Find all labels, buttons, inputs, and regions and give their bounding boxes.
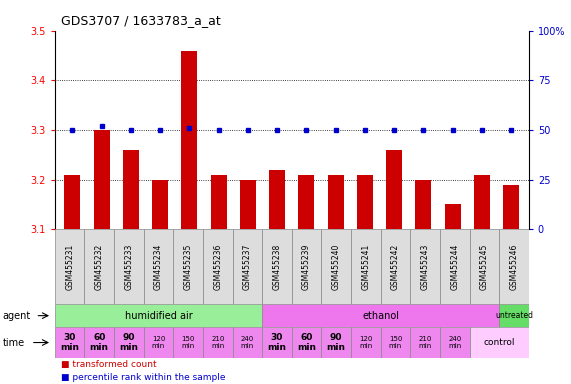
Text: GSM455242: GSM455242 [391, 243, 400, 290]
Bar [203, 327, 232, 358]
Text: 90
min: 90 min [119, 333, 138, 352]
Text: humidified air: humidified air [124, 311, 192, 321]
Bar [499, 229, 529, 304]
Text: GSM455238: GSM455238 [272, 243, 282, 290]
Bar [292, 327, 321, 358]
Bar [469, 327, 529, 358]
Bar [410, 229, 440, 304]
Text: 240
min: 240 min [241, 336, 254, 349]
Bar [386, 150, 402, 384]
Text: GSM455245: GSM455245 [480, 243, 489, 290]
Bar [85, 229, 114, 304]
Text: ethanol: ethanol [362, 311, 399, 321]
Text: 60
min: 60 min [90, 333, 108, 352]
Text: 90
min: 90 min [327, 333, 345, 352]
Bar [182, 51, 198, 384]
Text: agent: agent [3, 311, 31, 321]
Bar [174, 327, 203, 358]
Text: GSM455235: GSM455235 [184, 243, 192, 290]
Bar [94, 130, 110, 384]
Text: GSM455233: GSM455233 [124, 243, 134, 290]
Bar [503, 185, 519, 384]
Bar [381, 327, 410, 358]
Bar [381, 229, 410, 304]
Text: time: time [3, 338, 25, 348]
Text: GSM455246: GSM455246 [509, 243, 518, 290]
Bar [114, 327, 144, 358]
Text: 60
min: 60 min [297, 333, 316, 352]
Bar [232, 327, 262, 358]
Bar [351, 327, 381, 358]
Bar [144, 229, 174, 304]
Bar [328, 175, 344, 384]
Bar [240, 180, 256, 384]
Text: 150
min: 150 min [389, 336, 402, 349]
Bar [174, 229, 203, 304]
Bar [211, 175, 227, 384]
Bar [262, 229, 292, 304]
Bar [357, 175, 373, 384]
Bar [232, 229, 262, 304]
Text: GDS3707 / 1633783_a_at: GDS3707 / 1633783_a_at [61, 14, 220, 27]
Text: GSM455232: GSM455232 [95, 243, 104, 290]
Bar [499, 304, 529, 327]
Bar [65, 175, 81, 384]
Bar [144, 327, 174, 358]
Bar [85, 327, 114, 358]
Bar [440, 229, 469, 304]
Bar [351, 229, 381, 304]
Bar [474, 175, 490, 384]
Text: 210
min: 210 min [211, 336, 224, 349]
Bar [292, 229, 321, 304]
Text: GSM455244: GSM455244 [450, 243, 459, 290]
Bar [203, 229, 232, 304]
Bar [410, 327, 440, 358]
Bar [262, 304, 499, 327]
Text: 30
min: 30 min [60, 333, 79, 352]
Bar [55, 229, 85, 304]
Bar [321, 229, 351, 304]
Bar [440, 327, 469, 358]
Text: ■ transformed count: ■ transformed count [61, 360, 156, 369]
Bar [152, 180, 168, 384]
Text: 150
min: 150 min [182, 336, 195, 349]
Text: ■ percentile rank within the sample: ■ percentile rank within the sample [61, 373, 225, 382]
Bar [445, 204, 461, 384]
Bar [469, 229, 499, 304]
Text: untreated: untreated [495, 311, 533, 320]
Bar [114, 229, 144, 304]
Bar [123, 150, 139, 384]
Text: GSM455241: GSM455241 [361, 243, 371, 290]
Text: GSM455237: GSM455237 [243, 243, 252, 290]
Bar [415, 180, 432, 384]
Bar [55, 304, 262, 327]
Text: 120
min: 120 min [359, 336, 372, 349]
Text: GSM455240: GSM455240 [332, 243, 341, 290]
Bar [321, 327, 351, 358]
Text: 210
min: 210 min [419, 336, 432, 349]
Text: 30
min: 30 min [267, 333, 287, 352]
Text: GSM455239: GSM455239 [302, 243, 311, 290]
Text: GSM455243: GSM455243 [421, 243, 429, 290]
Bar [262, 327, 292, 358]
Bar [269, 170, 285, 384]
Bar [55, 327, 85, 358]
Text: GSM455236: GSM455236 [213, 243, 222, 290]
Text: control: control [484, 338, 515, 347]
Bar [299, 175, 315, 384]
Text: 120
min: 120 min [152, 336, 165, 349]
Text: GSM455231: GSM455231 [65, 243, 74, 290]
Text: GSM455234: GSM455234 [154, 243, 163, 290]
Text: 240
min: 240 min [448, 336, 461, 349]
